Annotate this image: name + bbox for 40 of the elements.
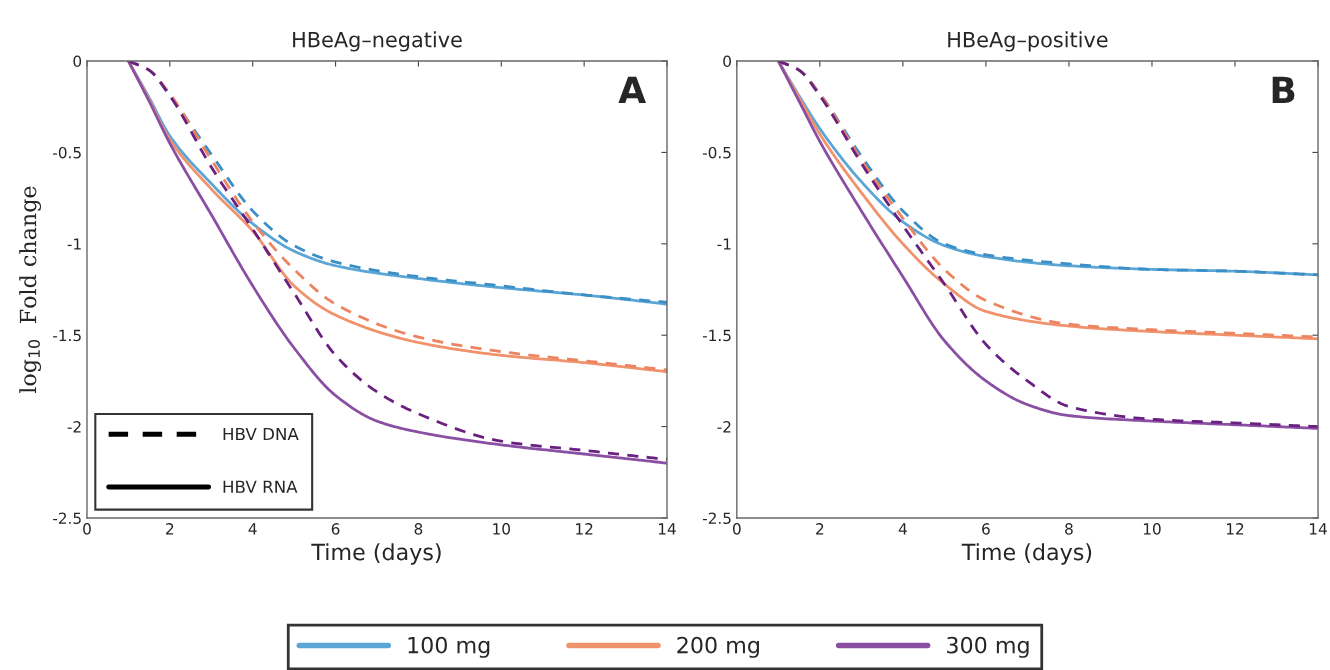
y-tick-label: 0 <box>73 55 82 68</box>
x-tick-label: 14 <box>1309 523 1327 535</box>
y-tick-label: -1 <box>717 238 731 250</box>
x-tick-label: 4 <box>248 523 257 535</box>
legend-label: HBV DNA <box>223 427 299 441</box>
x-tick-label: 8 <box>414 523 423 535</box>
y-tick-label: -0.5 <box>702 146 731 159</box>
y-tick-label: -2.5 <box>53 512 81 524</box>
x-tick-label: 4 <box>898 523 907 535</box>
legend-label: 300 mg <box>947 636 1029 658</box>
x-tick-label: 2 <box>166 523 174 535</box>
x-tick-label: 10 <box>493 523 510 535</box>
y-tick-label: -1 <box>67 238 81 250</box>
y-tick-label: -2.5 <box>702 512 731 524</box>
chart-title: HBeAg–negative <box>293 31 462 52</box>
y-tick-label: 0 <box>723 55 731 68</box>
x-tick-label: 12 <box>1226 523 1244 535</box>
y-tick-label: -0.5 <box>53 146 81 159</box>
y-tick-label: -1.5 <box>702 329 731 342</box>
annotation: A <box>618 76 646 103</box>
legend-label: 200 mg <box>677 636 759 658</box>
x-tick-label: 6 <box>331 523 340 535</box>
y-tick-label: -2 <box>67 421 81 433</box>
x-axis-title: Time (days) <box>311 543 441 565</box>
y-tick-label: -2 <box>717 421 731 433</box>
y-tick-label: -1.5 <box>53 329 81 342</box>
x-axis-title: Time (days) <box>961 543 1092 565</box>
annotation: B <box>1272 76 1295 103</box>
x-tick-label: 6 <box>982 523 990 535</box>
x-tick-label: 10 <box>1143 523 1161 535</box>
x-tick-label: 2 <box>816 523 824 535</box>
x-tick-label: 0 <box>83 523 91 535</box>
x-tick-label: 8 <box>1065 523 1073 535</box>
legend-label: HBV RNA <box>223 480 298 493</box>
y-axis-title: log$_{10}$ Fold change <box>19 186 42 394</box>
chart-title: HBeAg–positive <box>948 31 1108 52</box>
x-tick-label: 0 <box>732 523 741 535</box>
legend-label: 100 mg <box>408 636 490 658</box>
x-tick-label: 14 <box>658 523 676 535</box>
x-tick-label: 12 <box>576 523 593 535</box>
